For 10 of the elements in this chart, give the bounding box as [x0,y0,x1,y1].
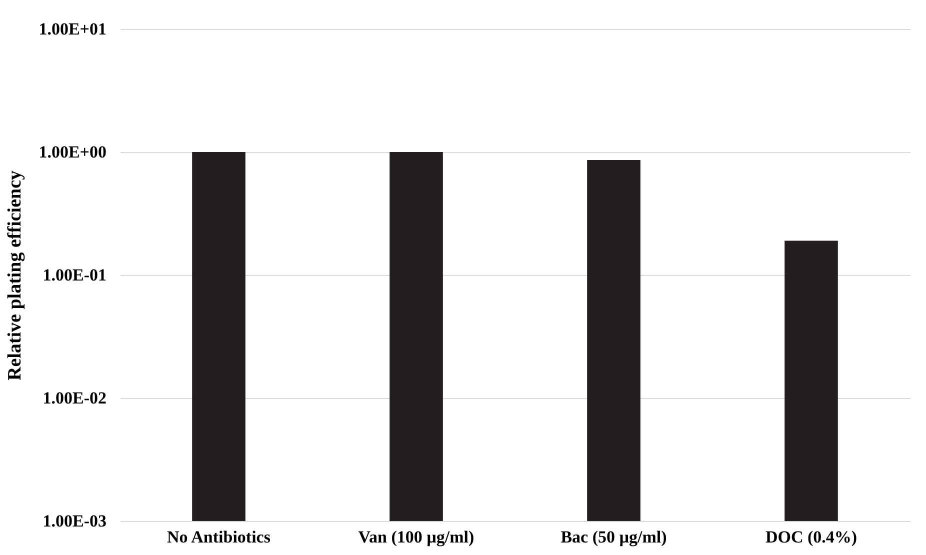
x-tick-label: DOC (0.4%) [765,528,858,546]
y-tick-label: 1.00E-01 [42,266,106,284]
y-tick-label: 1.00E-02 [42,388,106,408]
x-tick-label: Bac (50 µg/ml) [560,528,667,546]
y-tick-label: 1.00E+00 [38,142,106,162]
y-tick-label: 1.00E-03 [42,512,106,530]
y-tick-label: 1.00E+01 [38,20,106,38]
x-tick-label: Van (100 µg/ml) [358,528,474,546]
y-axis-title: Relative plating efficiency [4,170,26,381]
x-tick-label: No Antibiotics [167,528,271,546]
